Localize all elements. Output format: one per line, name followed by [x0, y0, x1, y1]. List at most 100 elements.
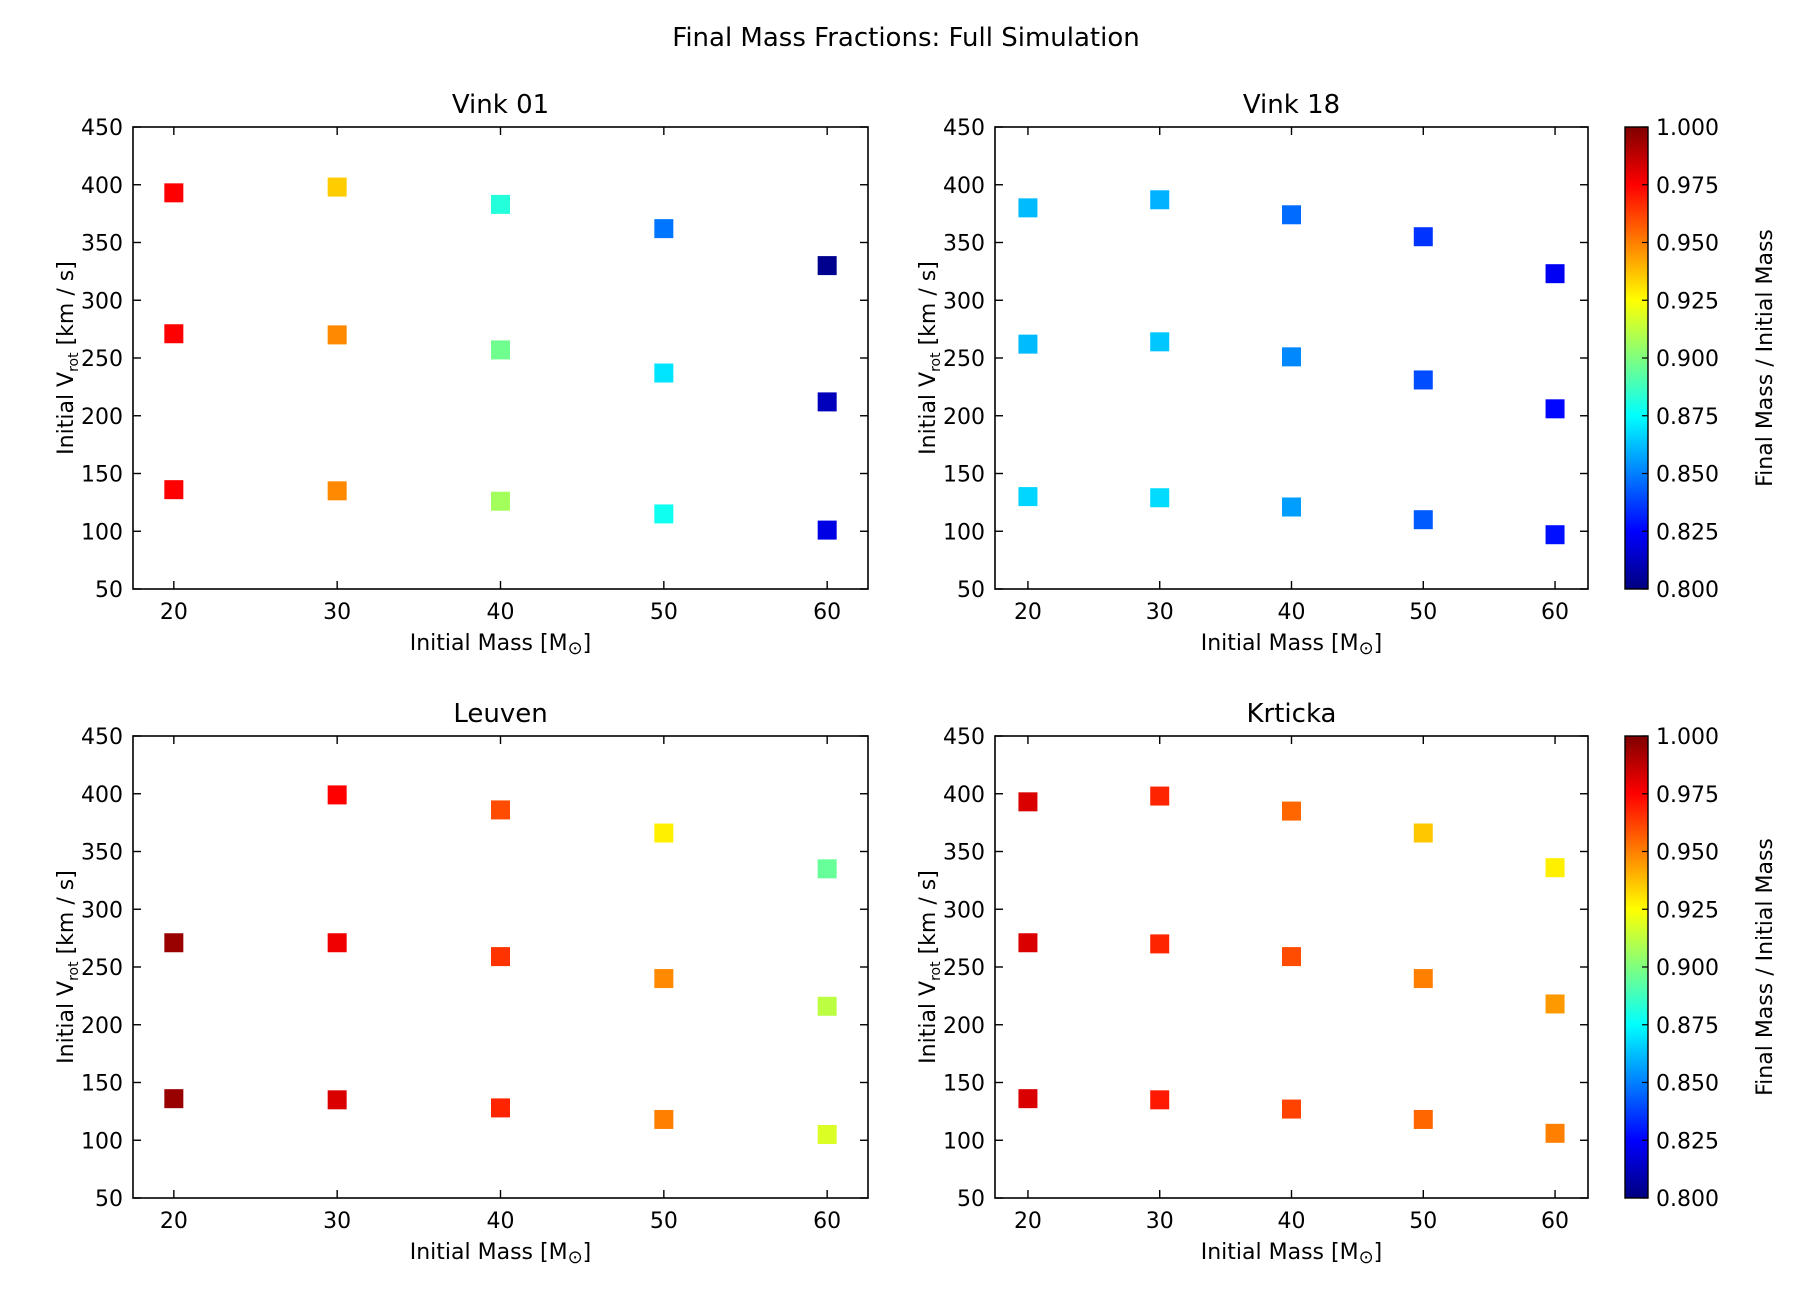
x-tick-label: 30	[323, 1209, 351, 1234]
data-point	[1150, 934, 1170, 954]
colorbar-tick-label: 0.950	[1656, 232, 1719, 257]
data-point	[654, 969, 674, 989]
data-point	[164, 324, 184, 344]
panel-vink-18: Vink 18 20 30 40 50 60 50 100 150 200 250 300 350 400…	[916, 90, 1589, 659]
colorbar-tick-label: 0.800	[1656, 1187, 1719, 1212]
data-point	[1018, 334, 1038, 354]
y-tick-label: 100	[81, 520, 123, 545]
y-axis-label-end: [km / s]	[916, 870, 941, 961]
y-tick-label: 450	[943, 725, 985, 750]
x-tick-label: 50	[650, 1209, 678, 1234]
colorbar-tick-label: 0.975	[1656, 783, 1719, 808]
data-point	[654, 823, 674, 843]
data-point	[817, 859, 837, 879]
x-tick-label: 40	[1278, 600, 1306, 625]
x-axis-label-sub: ⊙	[568, 638, 583, 659]
y-tick-label: 50	[957, 1187, 985, 1212]
x-axis-label-end: ]	[583, 631, 592, 656]
y-tick-label: 450	[943, 116, 985, 141]
colorbar: 0.800 0.825 0.850 0.875 0.900 0.925 0.950 0.975…	[1624, 116, 1778, 603]
y-tick-label: 150	[81, 1072, 123, 1097]
y-tick-label: 450	[81, 116, 123, 141]
data-point	[817, 256, 837, 276]
data-point	[164, 1089, 184, 1109]
data-point	[1150, 1090, 1170, 1110]
data-point	[491, 491, 510, 511]
data-point	[654, 504, 674, 524]
data-point	[1282, 205, 1301, 225]
colorbar-tick-label: 0.850	[1656, 463, 1719, 488]
data-point	[327, 785, 347, 805]
y-tick-label: 200	[81, 405, 123, 430]
data-point	[164, 183, 184, 203]
data-point	[1150, 190, 1170, 210]
y-axis-label-main: Initial V	[54, 981, 79, 1064]
panel-leuven: Leuven 20 30 40 50 60 50 100 150 200 250 300 350 400 4…	[54, 699, 869, 1268]
colorbar-tick-label: 0.900	[1656, 347, 1719, 372]
data-point	[1150, 332, 1170, 352]
data-point	[1018, 792, 1038, 812]
y-tick-label: 200	[943, 1014, 985, 1039]
y-tick-label: 400	[943, 783, 985, 808]
y-tick-label: 400	[81, 174, 123, 199]
x-axis-label-end: ]	[1374, 1240, 1383, 1265]
x-tick-label: 50	[650, 600, 678, 625]
y-tick-label: 300	[943, 898, 985, 923]
x-axis-label-main: Initial Mass [M	[1201, 1240, 1359, 1265]
y-tick-label: 100	[943, 520, 985, 545]
colorbar-tick-label: 0.975	[1656, 174, 1719, 199]
x-axis-label: Initial Mass [M⊙]	[1201, 1240, 1383, 1268]
y-tick-label: 400	[943, 174, 985, 199]
colorbar-tick-label: 0.825	[1656, 520, 1719, 545]
y-tick-label: 100	[943, 1129, 985, 1154]
data-point	[1282, 497, 1301, 517]
data-point	[1545, 399, 1565, 419]
colorbar-tick-label: 0.875	[1656, 1014, 1719, 1039]
data-point	[1413, 227, 1433, 247]
colorbar: 0.800 0.825 0.850 0.875 0.900 0.925 0.950 0.975…	[1624, 725, 1778, 1212]
x-tick-label: 60	[813, 1209, 841, 1234]
data-point	[1018, 198, 1038, 218]
data-point	[1413, 969, 1433, 989]
colorbar-tick-label: 1.000	[1656, 116, 1719, 141]
data-point	[654, 363, 674, 383]
x-tick-label: 30	[1146, 600, 1174, 625]
y-tick-label: 350	[943, 841, 985, 866]
x-tick-label: 50	[1409, 1209, 1437, 1234]
data-point	[1545, 858, 1565, 878]
x-tick-label: 40	[487, 1209, 515, 1234]
x-axis-label-sub: ⊙	[1359, 638, 1374, 659]
panel-title: Leuven	[453, 699, 547, 729]
panel-title: Vink 18	[1243, 90, 1340, 120]
data-point	[1413, 823, 1433, 843]
x-axis-label-sub: ⊙	[568, 1247, 583, 1268]
colorbar-tick-label: 0.950	[1656, 841, 1719, 866]
x-axis-label-main: Initial Mass [M	[410, 631, 568, 656]
x-tick-label: 40	[1278, 1209, 1306, 1234]
x-tick-label: 40	[487, 600, 515, 625]
x-axis-label-main: Initial Mass [M	[410, 1240, 568, 1265]
data-point	[1545, 264, 1565, 284]
colorbar-tick-label: 0.925	[1656, 289, 1719, 314]
y-tick-label: 200	[81, 1014, 123, 1039]
data-point	[1282, 801, 1301, 821]
colorbar-label: Final Mass / Initial Mass	[1753, 229, 1778, 487]
colorbar-label: Final Mass / Initial Mass	[1753, 838, 1778, 1096]
data-point	[491, 194, 510, 214]
colorbar-tick-label: 0.825	[1656, 1129, 1719, 1154]
data-point	[817, 996, 837, 1016]
x-axis-label-end: ]	[583, 1240, 592, 1265]
colorbar-tick-label: 0.800	[1656, 578, 1719, 603]
y-axis-label-main: Initial V	[916, 981, 941, 1064]
x-tick-label: 60	[1541, 600, 1569, 625]
data-point	[327, 1090, 347, 1110]
data-point	[1282, 947, 1301, 967]
data-point	[817, 392, 837, 412]
data-point	[1282, 1099, 1301, 1119]
data-point	[1018, 487, 1038, 507]
y-axis-label-sub: rot	[66, 961, 82, 981]
y-axis-label-sub: rot	[66, 352, 82, 372]
y-axis-label-main: Initial V	[54, 372, 79, 455]
y-tick-label: 300	[943, 289, 985, 314]
panel-vink-01: Vink 01 20 30 40 50 60 50 100 150 200 250 300 350 400…	[54, 90, 869, 659]
